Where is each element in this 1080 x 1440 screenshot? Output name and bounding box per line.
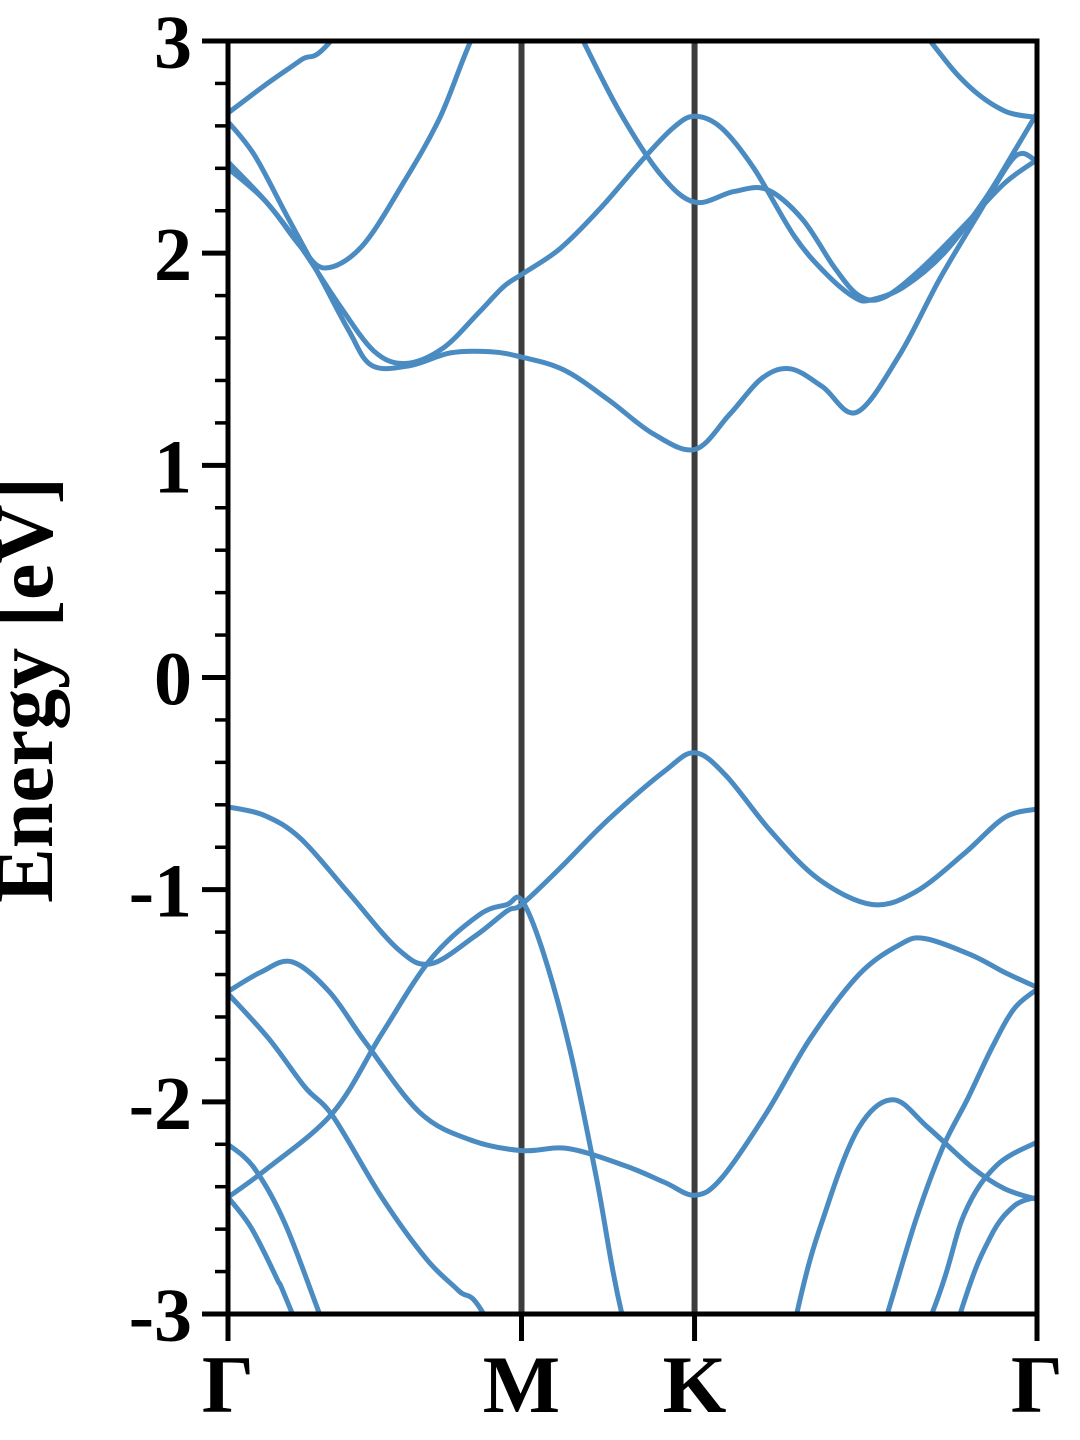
band-curve-conduction-4 bbox=[228, 119, 1037, 453]
x-tick-label: Γ bbox=[1011, 1339, 1063, 1430]
y-tick-label: -3 bbox=[129, 1274, 192, 1358]
plot-border bbox=[225, 38, 1040, 1317]
tick-labels: -3 -2 -1 0 1 2 3 Γ M K Γ bbox=[129, 1, 1063, 1430]
axes bbox=[225, 38, 1040, 1317]
band-curve-valence-5 bbox=[228, 1139, 1037, 1314]
y-axis-label: Energy [eV] bbox=[0, 477, 70, 903]
band-curve-conduction-3 bbox=[228, 110, 1037, 367]
y-tick-label: -2 bbox=[129, 1062, 192, 1146]
band-curve-valence-4 bbox=[228, 986, 1037, 1314]
band-curve-conduction-1 bbox=[228, 41, 1037, 120]
band-curve-valence-1 bbox=[228, 750, 1037, 967]
y-tick-label: 0 bbox=[154, 638, 192, 722]
high-symmetry-vlines bbox=[518, 41, 698, 1314]
y-tick-label: 3 bbox=[154, 1, 192, 85]
band-curve-valence-2 bbox=[228, 935, 1037, 1198]
band-curve-conduction-2 bbox=[228, 41, 1037, 303]
y-tick-label: 2 bbox=[154, 213, 192, 297]
band-curve-valence-6 bbox=[228, 1194, 1037, 1314]
x-tick-label: K bbox=[663, 1339, 727, 1430]
x-tick-label: M bbox=[483, 1339, 560, 1430]
x-tick-label: Γ bbox=[202, 1339, 254, 1430]
y-tick-label: -1 bbox=[129, 850, 192, 934]
y-tick-label: 1 bbox=[154, 425, 192, 509]
ticks bbox=[202, 38, 1040, 1341]
band-curves bbox=[228, 41, 1037, 1314]
